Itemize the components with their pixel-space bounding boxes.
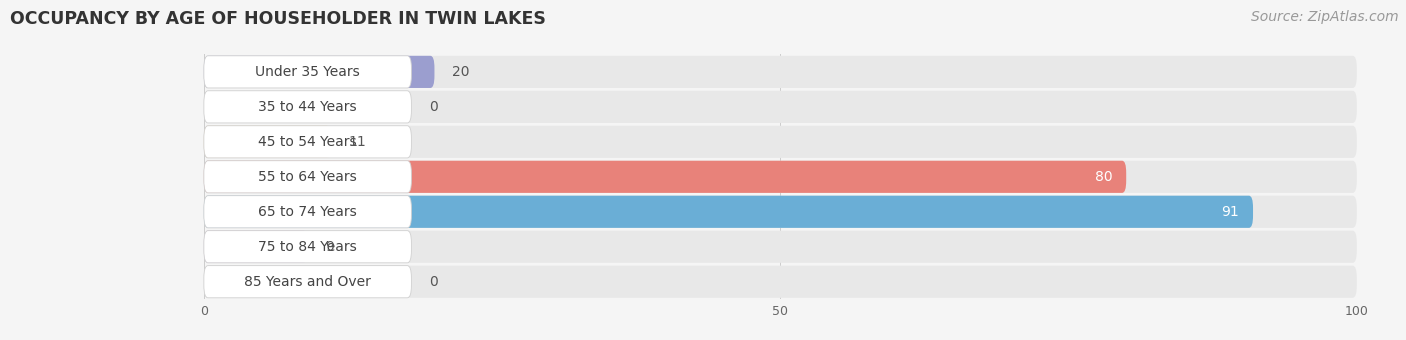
FancyBboxPatch shape [204, 126, 1357, 158]
FancyBboxPatch shape [204, 161, 1126, 193]
FancyBboxPatch shape [204, 56, 1357, 88]
FancyBboxPatch shape [204, 91, 412, 123]
Text: 55 to 64 Years: 55 to 64 Years [259, 170, 357, 184]
FancyBboxPatch shape [204, 231, 308, 263]
Text: 85 Years and Over: 85 Years and Over [245, 275, 371, 289]
FancyBboxPatch shape [204, 56, 434, 88]
Text: 80: 80 [1095, 170, 1112, 184]
Text: 45 to 54 Years: 45 to 54 Years [259, 135, 357, 149]
Text: 11: 11 [349, 135, 366, 149]
Text: 20: 20 [451, 65, 470, 79]
FancyBboxPatch shape [204, 266, 1357, 298]
FancyBboxPatch shape [204, 196, 1357, 228]
FancyBboxPatch shape [204, 231, 1357, 263]
FancyBboxPatch shape [204, 161, 1357, 193]
Text: 75 to 84 Years: 75 to 84 Years [259, 240, 357, 254]
FancyBboxPatch shape [204, 56, 412, 88]
Text: Under 35 Years: Under 35 Years [256, 65, 360, 79]
FancyBboxPatch shape [204, 126, 330, 158]
Text: 35 to 44 Years: 35 to 44 Years [259, 100, 357, 114]
FancyBboxPatch shape [204, 126, 412, 158]
FancyBboxPatch shape [204, 196, 1253, 228]
Text: OCCUPANCY BY AGE OF HOUSEHOLDER IN TWIN LAKES: OCCUPANCY BY AGE OF HOUSEHOLDER IN TWIN … [10, 10, 546, 28]
Text: 91: 91 [1222, 205, 1239, 219]
FancyBboxPatch shape [204, 91, 1357, 123]
Text: 9: 9 [325, 240, 333, 254]
Text: 0: 0 [429, 275, 437, 289]
Text: 0: 0 [429, 100, 437, 114]
FancyBboxPatch shape [204, 161, 412, 193]
Text: Source: ZipAtlas.com: Source: ZipAtlas.com [1251, 10, 1399, 24]
Text: 65 to 74 Years: 65 to 74 Years [259, 205, 357, 219]
FancyBboxPatch shape [204, 266, 412, 298]
FancyBboxPatch shape [204, 196, 412, 228]
FancyBboxPatch shape [204, 231, 412, 263]
